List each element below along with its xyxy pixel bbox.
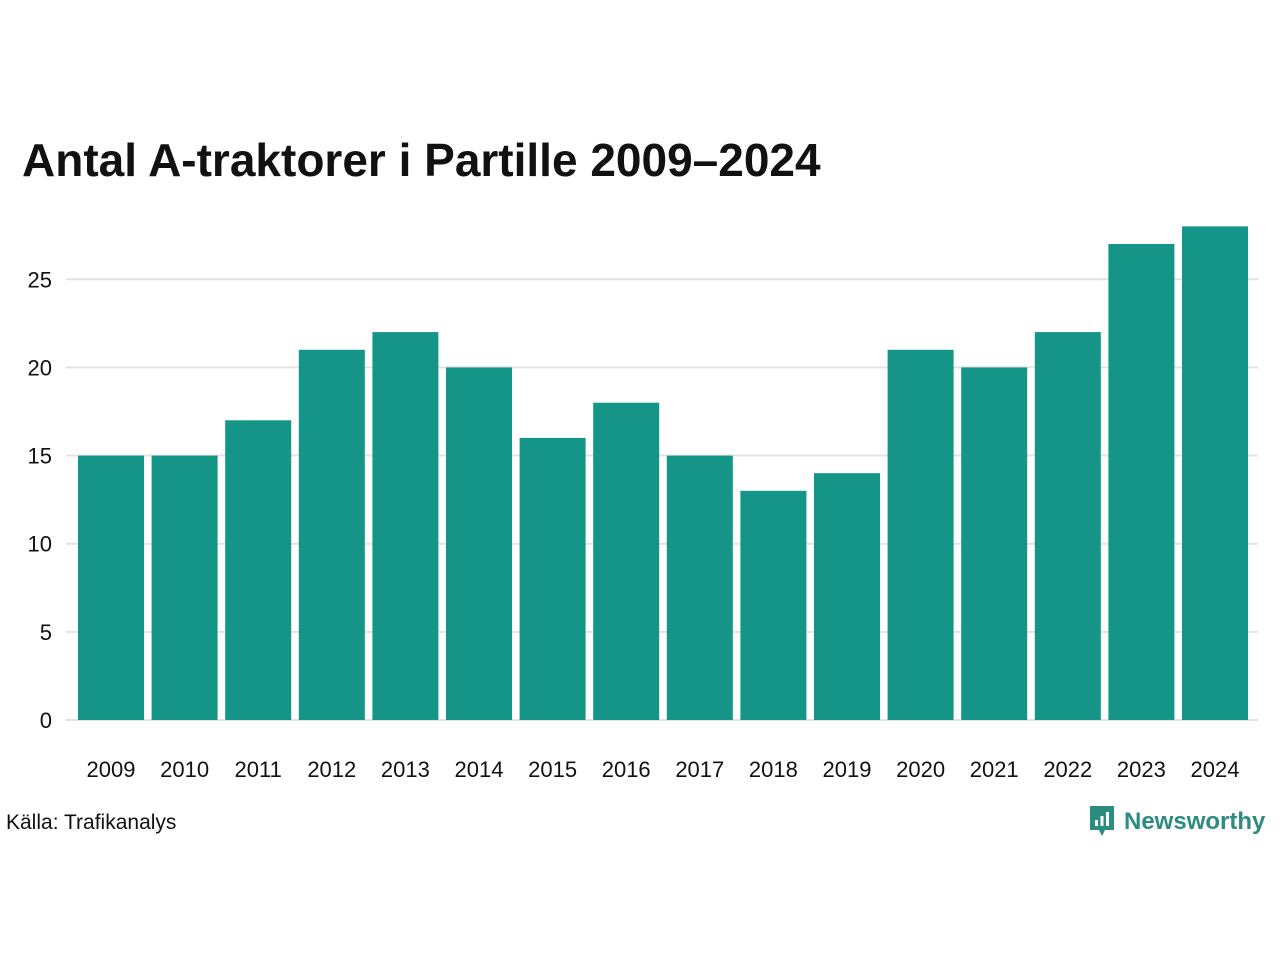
bar-2019: [814, 473, 880, 720]
y-tick-label: 5: [40, 620, 52, 645]
chart-title: Antal A-traktorer i Partille 2009–2024: [22, 134, 821, 186]
y-tick-label: 25: [28, 267, 52, 292]
x-tick-label: 2024: [1191, 757, 1240, 782]
x-tick-label: 2023: [1117, 757, 1166, 782]
bar-2010: [151, 455, 218, 720]
bar-2009: [78, 455, 144, 720]
x-tick-label: 2012: [307, 757, 356, 782]
x-tick-label: 2009: [87, 757, 136, 782]
brand: Newsworthy: [1088, 804, 1265, 840]
x-tick-label: 2015: [528, 757, 577, 782]
bar-2013: [372, 332, 439, 720]
bar-2016: [593, 402, 660, 720]
x-tick-label: 2014: [455, 757, 504, 782]
bar-2021: [961, 367, 1028, 720]
x-axis-tick-labels: 2009 2010 2011 2012 2013 2014 2015 2016 2017 2018…: [87, 757, 1240, 782]
x-tick-label: 2019: [823, 757, 872, 782]
bar-2014: [446, 367, 512, 720]
x-tick-label: 2022: [1043, 757, 1092, 782]
bars: [78, 226, 1248, 720]
x-tick-label: 2018: [749, 757, 798, 782]
brand-name: Newsworthy: [1124, 808, 1266, 835]
y-tick-label: 10: [28, 532, 52, 557]
bar-2020: [887, 349, 954, 720]
x-tick-label: 2021: [970, 757, 1019, 782]
bar-2023: [1108, 244, 1175, 720]
x-tick-label: 2010: [160, 757, 209, 782]
bar-2018: [740, 490, 807, 720]
y-tick-label: 15: [28, 444, 52, 469]
y-tick-label: 20: [28, 355, 52, 380]
source-note: Källa: Trafikanalys: [6, 811, 177, 834]
x-tick-label: 2016: [602, 757, 651, 782]
x-tick-label: 2011: [235, 757, 282, 782]
bar-2011: [225, 420, 292, 720]
bar-2024: [1182, 226, 1248, 720]
bar-2015: [519, 437, 586, 720]
x-tick-label: 2020: [896, 757, 945, 782]
bar-2022: [1034, 332, 1101, 720]
bar-2012: [298, 349, 365, 720]
y-axis-tick-labels: 0 5 10 15 20 25: [28, 267, 52, 733]
x-tick-label: 2013: [381, 757, 430, 782]
newsworthy-logo-icon: [1090, 806, 1114, 836]
y-tick-label: 0: [40, 708, 52, 733]
bar-2017: [666, 455, 733, 720]
x-tick-label: 2017: [675, 757, 724, 782]
